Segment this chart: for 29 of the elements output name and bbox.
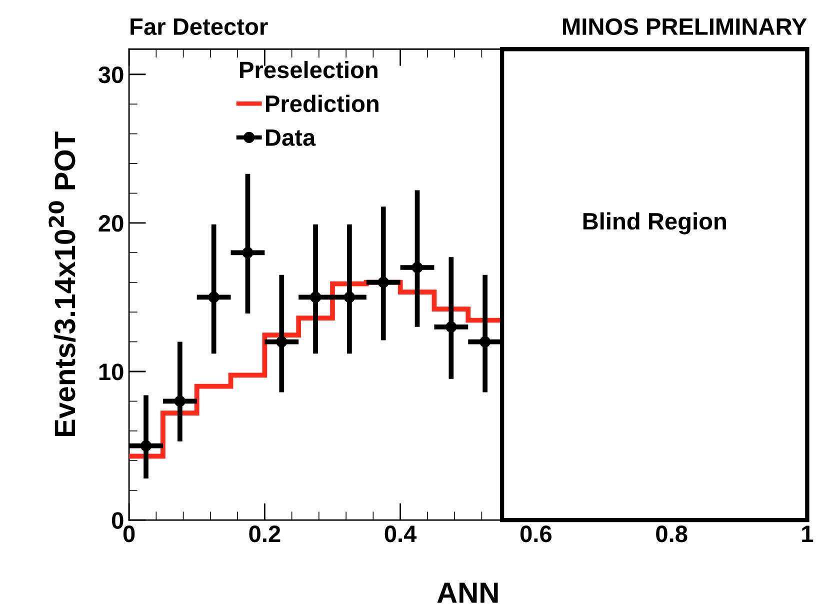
text: MINOS PRELIMINARY <box>563 18 807 36</box>
x-tick-label: 0.8 <box>656 526 688 542</box>
point <box>412 262 423 274</box>
x-axis-title: ANN <box>437 582 498 603</box>
x-tick-label: 0.6 <box>520 526 552 542</box>
point <box>276 336 288 348</box>
point <box>310 292 322 303</box>
point <box>378 276 389 288</box>
point <box>174 396 186 407</box>
x-tick-label: 0 <box>123 526 135 542</box>
y-tick-label: 30 <box>98 66 124 84</box>
x-tick-label: 0.2 <box>249 526 280 542</box>
point <box>242 247 254 258</box>
point <box>480 336 491 348</box>
point <box>446 321 457 332</box>
legend-label: Prediction <box>266 94 378 112</box>
x-tick-label: 0.4 <box>384 526 417 542</box>
y-tick-label: 0 <box>112 512 124 529</box>
point <box>344 292 356 303</box>
y-tick-label: 20 <box>98 215 124 232</box>
point <box>208 292 220 303</box>
y-axis-title: Events/3.14x10$^{20}$ POT <box>48 132 76 436</box>
point <box>140 440 152 452</box>
band-label: Blind Region <box>583 212 726 234</box>
x-tick-label: 1 <box>802 526 814 542</box>
y-tick-label: 10 <box>99 364 124 380</box>
legend-title: Preselection <box>240 60 378 78</box>
legend-label: Data <box>266 129 316 146</box>
chart-title: Far Detector <box>130 18 268 36</box>
